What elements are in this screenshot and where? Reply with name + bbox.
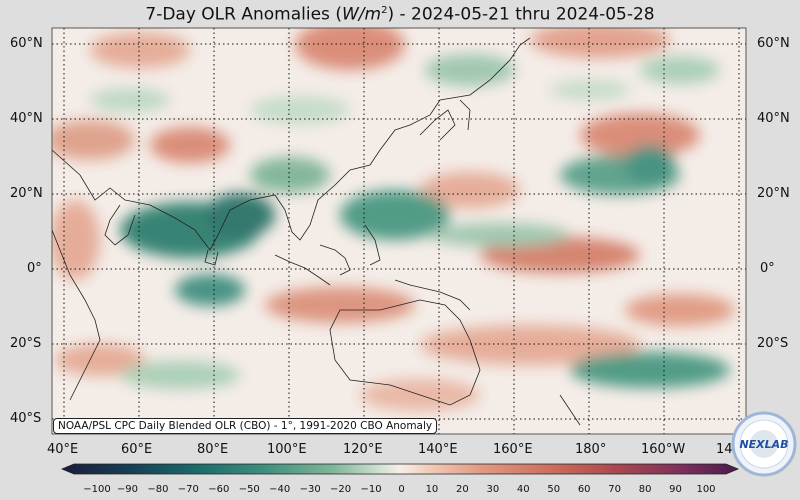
colorbar-tick-label: 20 — [456, 484, 469, 495]
lon-label: 100°E — [267, 442, 307, 457]
nexlab-logo: NEXLAB — [731, 411, 797, 477]
colorbar-tick-label: 80 — [638, 484, 652, 495]
graticule — [52, 28, 746, 434]
colorbar-tick-label: 0 — [398, 484, 405, 495]
colorbar-tick-label: −60 — [208, 484, 230, 495]
colorbar — [60, 463, 740, 475]
lat-label-left: 20°S — [10, 336, 42, 351]
lat-label-left: 40°S — [10, 411, 42, 426]
lat-label-right: 60°N — [757, 36, 790, 51]
lat-label-right: 0° — [760, 261, 775, 276]
lon-label: 14 — [716, 442, 733, 457]
colorbar-tick-label: −70 — [177, 484, 199, 495]
colorbar-tick-label: 10 — [425, 484, 439, 495]
colorbar-tick-label: −10 — [360, 484, 382, 495]
colorbar-tick-label: −20 — [330, 484, 352, 495]
lat-label-right: 20°N — [757, 186, 790, 201]
coastlines — [52, 37, 581, 426]
lat-label-left: 0° — [27, 261, 42, 276]
colorbar-tick-label: 100 — [696, 484, 716, 495]
colorbar-tick-label: −40 — [269, 484, 291, 495]
map-title: 7-Day OLR Anomalies (W/m2) - 2024-05-21 … — [145, 4, 655, 25]
colorbar-tick-label: 30 — [486, 484, 500, 495]
svg-text:NEXLAB: NEXLAB — [739, 438, 788, 451]
lon-label: 80°E — [197, 442, 229, 457]
lat-label-right: 20°S — [757, 336, 789, 351]
lon-label: 40°E — [47, 442, 79, 457]
lon-label: 140°E — [418, 442, 458, 457]
colorbar-tick-label: −90 — [116, 484, 138, 495]
colorbar-tick-label: 60 — [577, 484, 591, 495]
lon-label: 120°E — [343, 442, 383, 457]
lon-label: 180° — [575, 442, 607, 457]
lon-label: 160°E — [493, 442, 533, 457]
lat-label-left: 20°N — [10, 186, 43, 201]
lat-label-left: 60°N — [10, 36, 43, 51]
colorbar-tick-label: 50 — [547, 484, 561, 495]
colorbar-tick-label: −80 — [147, 484, 169, 495]
data-source-credit: NOAA/PSL CPC Daily Blended OLR (CBO) - 1… — [53, 418, 438, 434]
colorbar-tick-label: 70 — [608, 484, 622, 495]
colorbar-tick-label: 90 — [669, 484, 682, 495]
lon-label: 60°E — [121, 442, 153, 457]
colorbar-tick-label: −50 — [238, 484, 260, 495]
lat-label-left: 40°N — [10, 111, 43, 126]
lon-label: 160°W — [641, 442, 686, 457]
lat-label-right: 40°N — [757, 111, 790, 126]
colorbar-tick-label: 40 — [516, 484, 530, 495]
colorbar-tick-label: −30 — [299, 484, 321, 495]
colorbar-tick-label: −100 — [83, 484, 111, 495]
